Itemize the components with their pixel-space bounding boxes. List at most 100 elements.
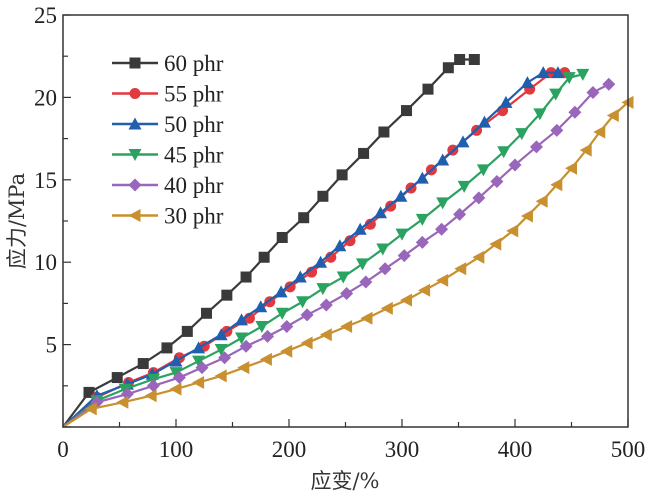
marker-triangle-left: [418, 283, 431, 297]
marker-triangle-up: [477, 115, 491, 128]
y-tick-label: 5: [46, 333, 58, 358]
series-line: [62, 58, 475, 428]
marker-triangle-up: [520, 76, 534, 89]
marker-triangle-left: [84, 402, 97, 416]
marker-triangle-down: [336, 271, 350, 284]
marker-square: [442, 62, 454, 74]
marker-triangle-left: [360, 311, 373, 325]
legend-item: 30 phr: [112, 204, 224, 229]
marker-square: [129, 57, 141, 69]
legend-item: 55 phr: [112, 82, 224, 107]
marker-triangle-down: [515, 128, 529, 141]
marker-triangle-down: [549, 88, 563, 101]
marker-triangle-up: [536, 66, 550, 79]
legend: 60 phr 55 phr 50 phr 45 phr 40 phr 30 phr: [112, 51, 224, 229]
marker-triangle-left: [214, 369, 227, 383]
marker-triangle-down: [169, 367, 183, 380]
legend-item: 50 phr: [112, 112, 224, 137]
marker-triangle-left: [436, 273, 449, 287]
marker-diamond: [586, 85, 600, 99]
marker-triangle-left: [593, 125, 606, 139]
x-axis-label: 应变/%: [310, 469, 379, 493]
marker-square: [201, 307, 213, 319]
marker-triangle-left: [169, 382, 182, 396]
marker-triangle-down: [436, 197, 450, 210]
marker-triangle-left: [237, 361, 250, 375]
x-tick-label: 200: [272, 437, 307, 462]
marker-triangle-up: [254, 300, 268, 313]
series-45-phr: [62, 68, 590, 428]
marker-diamond: [195, 361, 209, 375]
marker-triangle-up: [333, 239, 347, 252]
marker-triangle-down: [316, 283, 330, 296]
y-tick-label: 25: [34, 3, 57, 28]
marker-triangle-left: [550, 178, 563, 192]
legend-label: 60 phr: [164, 51, 224, 76]
marker-square: [258, 251, 270, 263]
x-tick-label: 100: [159, 437, 194, 462]
marker-triangle-up: [192, 341, 206, 354]
marker-diamond: [508, 158, 522, 172]
marker-triangle-up: [214, 328, 228, 341]
marker-diamond: [319, 298, 333, 312]
marker-triangle-left: [489, 237, 502, 251]
series-30-phr: [62, 95, 634, 428]
marker-triangle-up: [353, 222, 367, 235]
marker-triangle-up: [169, 354, 183, 367]
marker-triangle-up: [499, 95, 513, 108]
marker-triangle-left: [128, 209, 141, 222]
series-line: [62, 73, 584, 428]
marker-triangle-left: [340, 319, 353, 333]
marker-square: [454, 53, 466, 65]
marker-triangle-left: [520, 209, 533, 223]
y-tick-label: 20: [34, 85, 57, 110]
marker-triangle-up: [436, 153, 450, 166]
marker-triangle-left: [116, 395, 129, 409]
marker-circle: [129, 88, 141, 99]
marker-triangle-left: [535, 194, 548, 208]
marker-diamond: [568, 105, 582, 119]
x-tick-label: 300: [385, 437, 420, 462]
marker-triangle-up: [374, 206, 388, 219]
y-tick-label: 10: [34, 250, 57, 275]
marker-diamond: [146, 379, 160, 393]
marker-triangle-left: [472, 250, 485, 264]
marker-square: [422, 83, 434, 95]
marker-triangle-down: [355, 258, 369, 271]
marker-square: [181, 325, 193, 337]
marker-triangle-down: [395, 228, 409, 241]
legend-label: 45 phr: [164, 143, 224, 168]
marker-triangle-up: [314, 255, 328, 268]
marker-circle: [344, 235, 356, 247]
marker-triangle-left: [144, 389, 157, 403]
marker-triangle-left: [506, 224, 519, 238]
marker-triangle-down: [255, 320, 269, 333]
marker-triangle-up: [274, 285, 288, 298]
legend-label: 55 phr: [164, 82, 224, 107]
legend-label: 50 phr: [164, 112, 224, 137]
series-55-phr: [62, 67, 571, 428]
marker-diamond: [218, 351, 232, 365]
marker-triangle-down: [118, 383, 132, 396]
marker-diamond: [378, 262, 392, 276]
marker-square: [137, 358, 149, 370]
y-tick-label: 15: [34, 168, 57, 193]
marker-diamond: [300, 308, 314, 322]
marker-diamond: [453, 207, 467, 221]
marker-triangle-down: [476, 164, 490, 177]
legend-label: 30 phr: [164, 204, 224, 229]
marker-square: [401, 105, 413, 117]
marker-triangle-left: [454, 262, 467, 276]
marker-triangle-left: [280, 344, 293, 358]
series-40-phr: [62, 77, 616, 428]
marker-triangle-down: [214, 344, 228, 357]
marker-diamond: [550, 123, 564, 137]
legend-item: 60 phr: [112, 51, 224, 76]
x-tick-label: 500: [611, 437, 646, 462]
marker-triangle-left: [579, 143, 592, 157]
marker-triangle-down: [376, 243, 390, 256]
marker-triangle-up: [551, 66, 565, 79]
marker-diamond: [472, 191, 486, 205]
marker-diamond: [602, 77, 616, 91]
